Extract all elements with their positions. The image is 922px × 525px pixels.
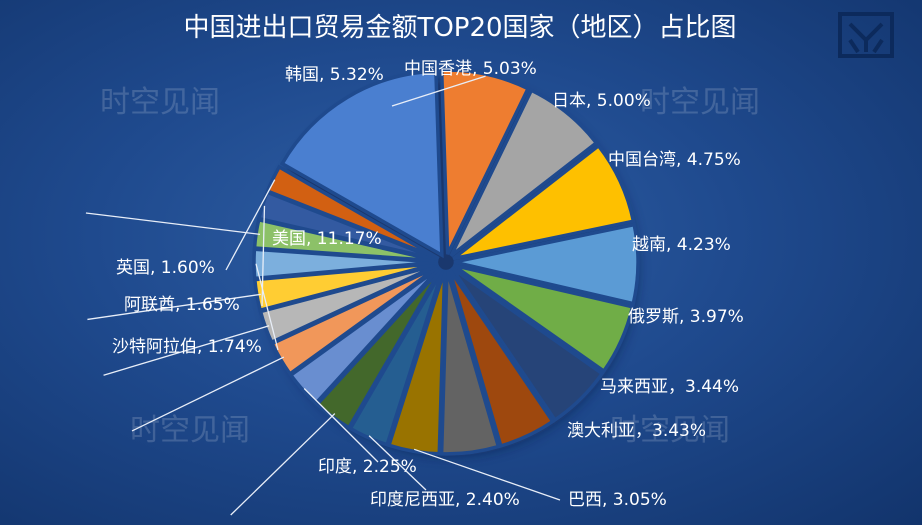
leader-line [261, 205, 266, 307]
slice-label: 澳大利亚，3.43% [567, 421, 706, 441]
leader-line [391, 75, 486, 107]
leader-line [225, 179, 276, 271]
leader-line [255, 263, 279, 351]
brand-logo [838, 12, 894, 58]
slice-label: 日本, 5.00% [552, 91, 651, 111]
pie-slice [452, 263, 635, 374]
pie-slice [450, 266, 605, 423]
leader-line [103, 325, 270, 376]
watermark-text: 时空见闻 [130, 413, 250, 448]
slice-label: 阿联酋, 1.65% [124, 295, 240, 315]
slice-label: 越南, 4.23% [632, 235, 731, 255]
slice-label: 中国台湾, 4.75% [608, 150, 741, 170]
slice-label: 印度尼西亚, 2.40% [370, 490, 520, 510]
chart-title: 中国进出口贸易金额TOP20国家（地区）占比图 [183, 13, 736, 43]
pie-slice [447, 268, 556, 449]
leader-line [230, 413, 336, 516]
label-group: 美国, 11.17% 韩国, 5.32% 中国香港, 5.03% 日本, 5.00% 中… [112, 59, 744, 510]
leader-line [368, 435, 427, 491]
pie-slice [439, 269, 501, 456]
leader-line [413, 448, 561, 501]
leader-group [85, 75, 561, 516]
leader-line [131, 356, 285, 432]
slice-label: 巴西, 3.05% [568, 490, 667, 510]
pie-slice [453, 222, 640, 306]
pie-slice [279, 69, 444, 259]
pie-slice [265, 164, 440, 261]
slice-label: 俄罗斯, 3.97% [628, 307, 744, 327]
watermark-text: 时空见闻 [100, 85, 220, 120]
slice-label: 印度, 2.25% [318, 457, 417, 477]
leader-line [85, 212, 261, 236]
pie-slice [449, 87, 599, 258]
pie-slice [452, 143, 636, 261]
watermark-text: 时空见闻 [610, 413, 730, 448]
watermark-text: 时空见闻 [640, 85, 760, 120]
leader-line [303, 388, 379, 463]
slice-label: 沙特阿拉伯, 1.74% [112, 337, 262, 357]
slice-label: 美国, 11.17% [272, 229, 382, 249]
slice-label: 英国, 1.60% [116, 258, 215, 278]
leader-line [87, 293, 261, 321]
pie-slice [439, 68, 531, 255]
slice-label: 中国香港, 5.03% [404, 59, 537, 79]
pie-slice [386, 269, 447, 456]
slice-label: 韩国, 5.32% [285, 65, 384, 85]
slice-label: 马来西亚，3.44% [600, 377, 739, 397]
